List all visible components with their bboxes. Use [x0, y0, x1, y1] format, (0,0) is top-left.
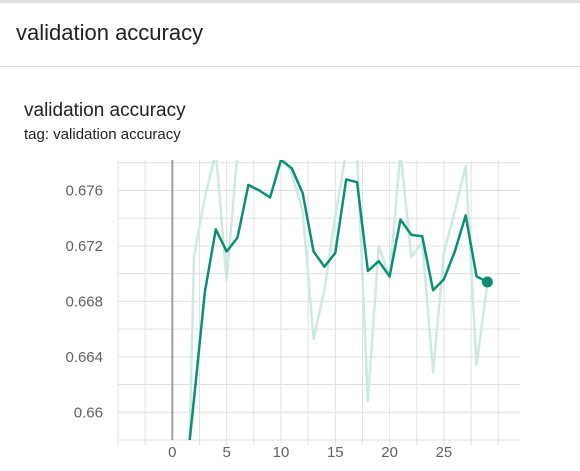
section-title: validation accuracy [16, 20, 204, 45]
chart-plot[interactable]: 0.66 0.664 0.668 0.672 0.676 0 5 10 15 20 25 [0, 148, 580, 471]
raw-series-layer [188, 160, 489, 440]
card-tag: tag: validation accuracy [24, 126, 181, 143]
y-tick-label: 0.66 [74, 404, 103, 421]
smoothed-series-line [188, 160, 488, 440]
y-tick-label: 0.668 [65, 293, 103, 310]
y-tick-labels: 0.66 0.664 0.668 0.672 0.676 [65, 182, 103, 421]
y-tick-label: 0.676 [65, 182, 103, 199]
x-tick-label: 20 [381, 444, 398, 461]
card-title: validation accuracy [24, 100, 186, 121]
top-edge [0, 0, 580, 3]
x-tick-label: 5 [222, 444, 230, 461]
y-tick-label: 0.664 [65, 349, 103, 366]
x-tick-label: 25 [436, 444, 453, 461]
x-tick-labels: 0 5 10 15 20 25 [168, 444, 452, 461]
x-tick-label: 0 [168, 444, 176, 461]
last-point-marker [481, 276, 493, 288]
raw-series-line [188, 160, 489, 440]
section-header[interactable]: validation accuracy [0, 3, 580, 67]
y-tick-label: 0.672 [65, 238, 103, 255]
smoothed-series-layer [188, 160, 493, 440]
x-tick-label: 15 [327, 444, 344, 461]
x-tick-label: 10 [273, 444, 290, 461]
grid-lines [117, 160, 520, 445]
